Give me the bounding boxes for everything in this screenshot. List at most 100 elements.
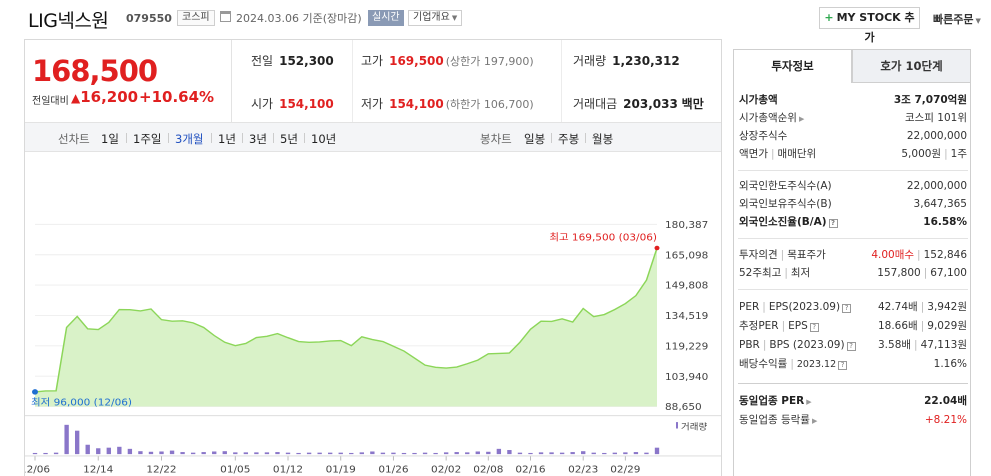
volume-bar [148, 451, 154, 455]
info-row-industry-per: 동일업종 PER ▶ 22.04배 [739, 394, 967, 409]
volume-bar [370, 451, 375, 455]
opinion-value: 4.00매수 [871, 249, 915, 261]
pbr-value: 3.58배 [878, 339, 912, 351]
divider [273, 133, 274, 143]
divider [242, 133, 243, 143]
info-label-text: 동일업종 PER [739, 395, 805, 407]
volume-bar [401, 452, 407, 455]
stat-amount: 거래대금 203,033 백만 [573, 95, 704, 112]
separator: | [781, 320, 786, 332]
info-row-foreign-hold: 외국인보유주식수(B) 3,647,365 [739, 197, 967, 212]
volume-bar [623, 452, 628, 455]
info-tabs: 투자정보 호가 10단계 [733, 49, 971, 83]
period-1d[interactable]: 1일 [101, 132, 119, 146]
stat-label: 시가 [251, 97, 274, 111]
help-icon[interactable]: ? [809, 323, 819, 332]
volume-bar [433, 452, 438, 455]
volume-bar [443, 452, 449, 455]
divider [852, 82, 971, 83]
help-icon[interactable]: ? [846, 342, 856, 351]
period-1w[interactable]: 1주일 [133, 132, 162, 146]
volume-bar [254, 452, 259, 455]
w52-low-value: 67,100 [930, 267, 967, 279]
x-tick-label: 12/22 [146, 465, 176, 476]
help-icon[interactable]: ? [828, 219, 838, 228]
volume-bar [159, 451, 164, 455]
info-label-text: 목표주가 [787, 249, 826, 261]
separator: | [780, 249, 785, 261]
volume-bar [96, 448, 101, 455]
info-label-text: EPS(2023.09) [768, 301, 841, 313]
y-tick-label: 103,940 [665, 372, 708, 383]
info-row-est-per: 추정PER | EPS? 18.66배 | 9,029원 [739, 319, 967, 334]
candle-daily[interactable]: 일봉 [524, 132, 546, 146]
info-value: 22,000,000 [906, 180, 967, 192]
info-row-rank: 시가총액순위 ▶ 코스피 101위 [739, 111, 967, 126]
volume-bar [528, 452, 533, 455]
info-label: 투자의견 | 목표주가 [739, 248, 826, 263]
volume-bar [559, 452, 565, 455]
volume-bar [212, 451, 217, 455]
candle-monthly[interactable]: 월봉 [592, 132, 614, 146]
volume-bar [317, 452, 322, 455]
period-3y[interactable]: 3년 [249, 132, 267, 146]
price-diff: ▲16,200 [71, 88, 138, 106]
calendar-icon [220, 11, 231, 22]
x-tick-label: 01/05 [220, 465, 250, 476]
info-label: 외국인보유주식수(B) [739, 198, 832, 210]
chart-period-bar: 선차트 1일 1주일 3개월 1년 3년 5년 10년 봉차트 일봉 주봉 월봉 [25, 122, 721, 152]
info-value: 4.00매수 | 152,846 [871, 248, 967, 263]
price-line [34, 247, 658, 393]
divider [738, 238, 968, 239]
period-1y[interactable]: 1년 [218, 132, 236, 146]
info-value: 22.04배 [924, 395, 967, 407]
arrow-right-icon[interactable]: ▶ [811, 417, 818, 425]
separator: | [790, 358, 794, 370]
separator: | [917, 249, 921, 261]
high-label: 최고 169,500 (03/06) [549, 232, 657, 243]
period-10y[interactable]: 10년 [311, 132, 337, 146]
tab-orderbook[interactable]: 호가 10단계 [852, 49, 971, 83]
y-tick-label: 134,519 [665, 311, 708, 322]
high-marker [654, 245, 660, 251]
stat-high: 고가 169,500 (상한가 197,900) [361, 52, 534, 69]
divider [211, 133, 212, 143]
volume-bar [222, 451, 227, 455]
volume-bar [644, 452, 649, 455]
price-chart[interactable]: 180,387 165,098 149,808 134,519 119,229 103,9… [20, 153, 721, 476]
diff-percent: +10.64% [139, 88, 215, 106]
info-row-52week: 52주최고 | 최저 157,800 | 67,100 [739, 266, 967, 281]
info-label-text: 시가총액순위 [739, 112, 797, 124]
x-tick-label: 02/08 [473, 465, 503, 476]
help-icon[interactable]: ? [838, 361, 848, 370]
company-overview-button[interactable]: 기업개요 ▼ [408, 10, 463, 26]
diff-value: 16,200 [80, 88, 139, 106]
price-area [35, 248, 657, 407]
period-3m[interactable]: 3개월 [175, 132, 204, 146]
add-mystock-button[interactable]: + MY STOCK 추가 [819, 7, 920, 44]
stat-prev: 전일 152,300 [251, 52, 334, 69]
info-label-text: 52주최고 [739, 267, 782, 279]
y-tick-label: 165,098 [665, 251, 708, 262]
x-tick-label: 02/16 [515, 465, 545, 476]
info-label: 동일업종 등락률 ▶ [739, 413, 817, 429]
help-icon[interactable]: ? [842, 304, 852, 313]
quick-order-button[interactable]: 빠른주문 ▼ [933, 11, 981, 27]
volume-bar [412, 452, 417, 455]
volume-bar [359, 452, 364, 455]
info-row-per: PER | EPS(2023.09)? 42.74배 | 3,942원 [739, 300, 967, 315]
period-5y[interactable]: 5년 [280, 132, 298, 146]
arrow-right-icon[interactable]: ▶ [798, 115, 805, 123]
divider [352, 40, 353, 122]
candle-weekly[interactable]: 주봉 [558, 132, 580, 146]
tab-investment-info[interactable]: 투자정보 [733, 49, 852, 83]
realtime-button[interactable]: 실시간 [368, 10, 404, 26]
stat-low: 저가 154,100 (하한가 106,700) [361, 95, 534, 112]
volume-bar [106, 447, 111, 455]
arrow-right-icon[interactable]: ▶ [806, 398, 812, 406]
stock-name: LIG넥스원 [28, 10, 109, 32]
y-tick-label: 149,808 [665, 281, 708, 292]
est-per-value: 18.66배 [877, 320, 918, 332]
chevron-down-icon: ▼ [975, 17, 981, 25]
volume-bar [275, 452, 280, 455]
